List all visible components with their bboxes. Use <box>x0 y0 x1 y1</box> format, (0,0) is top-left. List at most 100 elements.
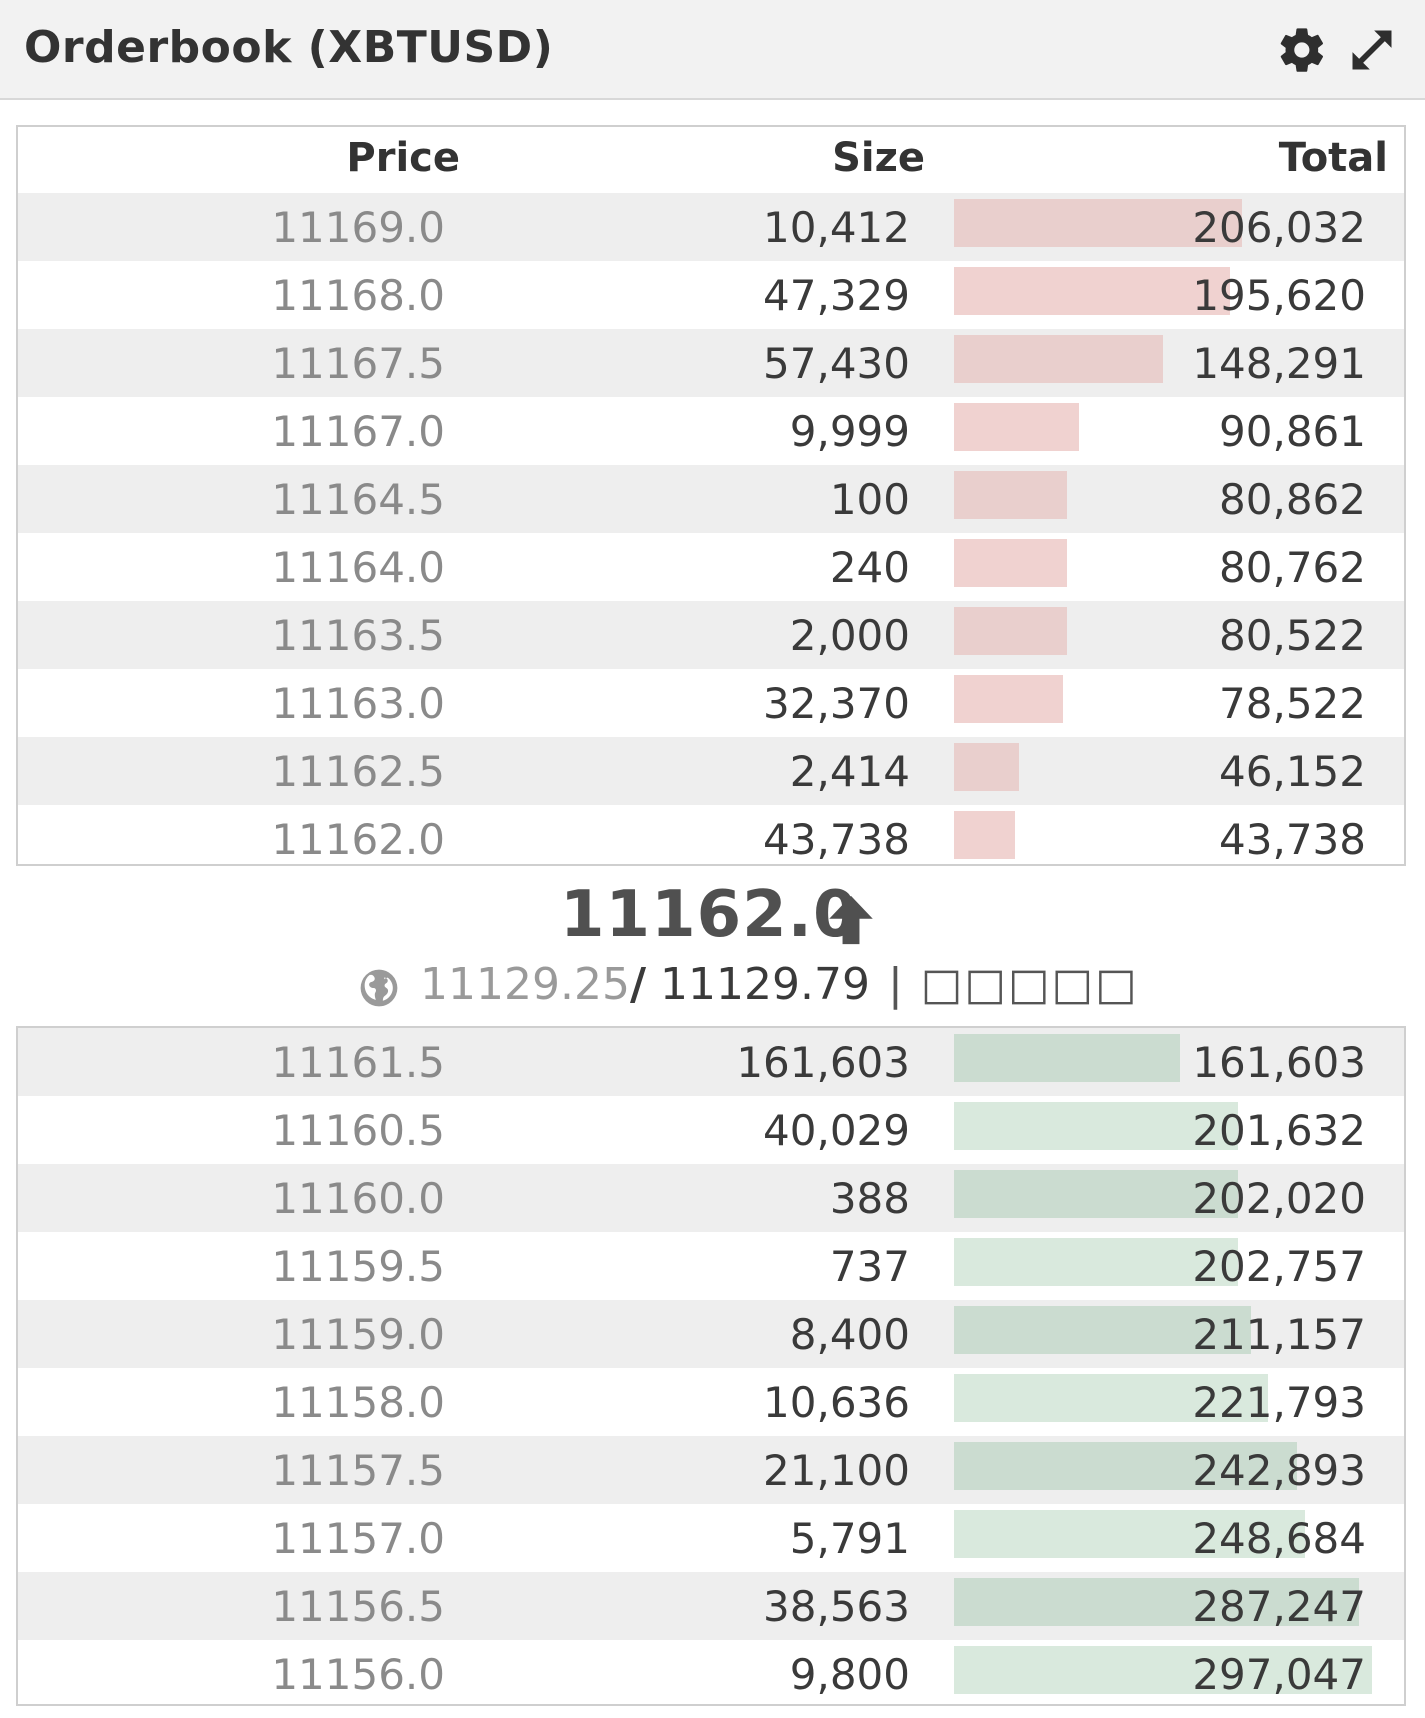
depth-bar <box>954 743 1019 791</box>
row-price[interactable]: 11163.5 <box>271 611 445 660</box>
column-header-price[interactable]: Price <box>346 135 460 181</box>
depth-bar <box>954 199 1242 247</box>
row-total: 78,522 <box>1219 679 1366 728</box>
row-price[interactable]: 11157.0 <box>271 1514 445 1563</box>
row-total: 211,157 <box>1192 1310 1366 1359</box>
row-size: 100 <box>829 475 910 524</box>
row-price[interactable]: 11159.5 <box>271 1242 445 1291</box>
row-price[interactable]: 11161.5 <box>271 1038 445 1087</box>
depth-bar <box>954 1578 1359 1626</box>
ask-rows: 11169.0 10,412 206,032 11168.0 47,329 195,620… <box>18 193 1404 873</box>
bid-row[interactable]: 11161.5 161,603 161,603 <box>18 1028 1404 1096</box>
bid-row[interactable]: 11157.5 21,100 242,893 <box>18 1436 1404 1504</box>
bid-row[interactable]: 11157.0 5,791 248,684 <box>18 1504 1404 1572</box>
row-size: 10,412 <box>763 203 910 252</box>
ask-row[interactable]: 11162.0 43,738 43,738 <box>18 805 1404 873</box>
depth-bar <box>954 1510 1305 1558</box>
row-size: 32,370 <box>763 679 910 728</box>
globe-icon[interactable] <box>358 967 400 1009</box>
row-size: 388 <box>829 1174 910 1223</box>
row-price[interactable]: 11156.0 <box>271 1650 445 1699</box>
ask-row[interactable]: 11167.5 57,430 148,291 <box>18 329 1404 397</box>
last-price[interactable]: 11162.0 <box>560 878 859 952</box>
depth-bar <box>954 1238 1238 1286</box>
ask-row[interactable]: 11163.5 2,000 80,522 <box>18 601 1404 669</box>
mid-price-section: 11162.0 11129.25 / 11129.79 | □□□□□ <box>0 866 1425 1026</box>
index-price[interactable]: 11129.25 <box>420 959 630 1010</box>
row-size: 8,400 <box>789 1310 910 1359</box>
ask-row[interactable]: 11162.5 2,414 46,152 <box>18 737 1404 805</box>
fair-price[interactable]: 11129.79 <box>660 959 870 1010</box>
row-price[interactable]: 11167.0 <box>271 407 445 456</box>
row-size: 21,100 <box>763 1446 910 1495</box>
gear-icon[interactable] <box>1276 24 1328 76</box>
row-total: 287,247 <box>1192 1582 1366 1631</box>
row-size: 240 <box>829 543 910 592</box>
depth-bar <box>954 403 1079 451</box>
bid-row[interactable]: 11159.0 8,400 211,157 <box>18 1300 1404 1368</box>
row-price[interactable]: 11162.0 <box>271 815 445 864</box>
depth-bar <box>954 607 1067 655</box>
row-price[interactable]: 11162.5 <box>271 747 445 796</box>
row-total: 90,861 <box>1219 407 1366 456</box>
row-size: 43,738 <box>763 815 910 864</box>
row-price[interactable]: 11156.5 <box>271 1582 445 1631</box>
bid-row[interactable]: 11158.0 10,636 221,793 <box>18 1368 1404 1436</box>
depth-bar <box>954 1374 1268 1422</box>
ask-row[interactable]: 11167.0 9,999 90,861 <box>18 397 1404 465</box>
row-total: 46,152 <box>1219 747 1366 796</box>
arrow-up-icon <box>829 895 873 945</box>
row-size: 10,636 <box>763 1378 910 1427</box>
bid-rows: 11161.5 161,603 161,603 11160.5 40,029 201,63… <box>18 1028 1404 1708</box>
bid-row[interactable]: 11160.5 40,029 201,632 <box>18 1096 1404 1164</box>
row-total: 248,684 <box>1192 1514 1366 1563</box>
row-total: 206,032 <box>1192 203 1366 252</box>
depth-bar <box>954 335 1163 383</box>
row-total: 148,291 <box>1192 339 1366 388</box>
row-total: 202,020 <box>1192 1174 1366 1223</box>
row-total: 161,603 <box>1192 1038 1366 1087</box>
depth-bar <box>954 471 1067 519</box>
bid-row[interactable]: 11156.5 38,563 287,247 <box>18 1572 1404 1640</box>
row-size: 5,791 <box>789 1514 910 1563</box>
row-price[interactable]: 11157.5 <box>271 1446 445 1495</box>
ask-row[interactable]: 11164.0 240 80,762 <box>18 533 1404 601</box>
column-headers: Price Size Total <box>18 127 1404 193</box>
row-price[interactable]: 11169.0 <box>271 203 445 252</box>
depth-bar <box>954 1442 1297 1490</box>
ask-row[interactable]: 11163.0 32,370 78,522 <box>18 669 1404 737</box>
row-price[interactable]: 11168.0 <box>271 271 445 320</box>
row-price[interactable]: 11163.0 <box>271 679 445 728</box>
row-size: 9,999 <box>789 407 910 456</box>
depth-bar <box>954 1102 1238 1150</box>
column-header-total[interactable]: Total <box>1278 135 1388 181</box>
expand-icon[interactable] <box>1346 24 1398 76</box>
depth-bar <box>954 1034 1180 1082</box>
row-total: 201,632 <box>1192 1106 1366 1155</box>
row-price[interactable]: 11160.0 <box>271 1174 445 1223</box>
row-price[interactable]: 11164.5 <box>271 475 445 524</box>
panel-title: Orderbook (XBTUSD) <box>24 22 554 73</box>
row-total: 80,862 <box>1219 475 1366 524</box>
row-size: 2,414 <box>789 747 910 796</box>
bid-row[interactable]: 11159.5 737 202,757 <box>18 1232 1404 1300</box>
trailing-text: | □□□□□ <box>888 959 1139 1010</box>
column-header-size[interactable]: Size <box>832 135 925 181</box>
asks-table: Price Size Total 11169.0 10,412 206,032 111… <box>16 125 1406 866</box>
ask-row[interactable]: 11169.0 10,412 206,032 <box>18 193 1404 261</box>
row-size: 737 <box>829 1242 910 1291</box>
row-price[interactable]: 11159.0 <box>271 1310 445 1359</box>
row-size: 38,563 <box>763 1582 910 1631</box>
row-total: 202,757 <box>1192 1242 1366 1291</box>
ask-row[interactable]: 11164.5 100 80,862 <box>18 465 1404 533</box>
bid-row[interactable]: 11160.0 388 202,020 <box>18 1164 1404 1232</box>
row-price[interactable]: 11164.0 <box>271 543 445 592</box>
ask-row[interactable]: 11168.0 47,329 195,620 <box>18 261 1404 329</box>
row-size: 40,029 <box>763 1106 910 1155</box>
row-price[interactable]: 11160.5 <box>271 1106 445 1155</box>
bid-row[interactable]: 11156.0 9,800 297,047 <box>18 1640 1404 1708</box>
row-total: 221,793 <box>1192 1378 1366 1427</box>
row-total: 43,738 <box>1219 815 1366 864</box>
row-price[interactable]: 11167.5 <box>271 339 445 388</box>
row-price[interactable]: 11158.0 <box>271 1378 445 1427</box>
